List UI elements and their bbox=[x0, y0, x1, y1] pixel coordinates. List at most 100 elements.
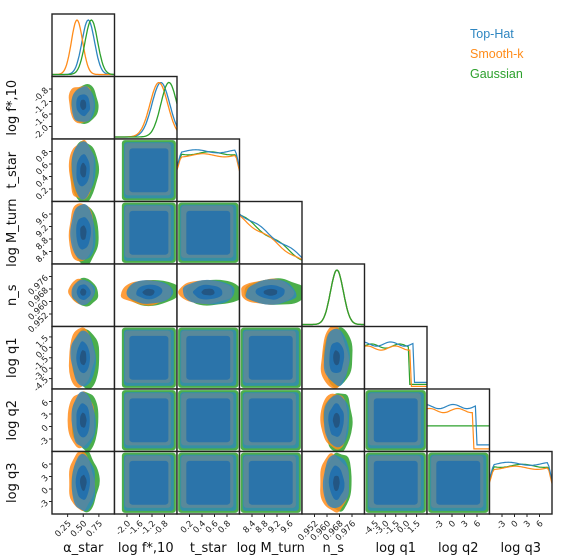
panel-logq1-alpha_star bbox=[51, 325, 116, 390]
y-axis-label-logMturn: log M_turn bbox=[5, 199, 20, 267]
contour-top-hat-core bbox=[201, 288, 215, 296]
panel-logq2-alpha_star bbox=[51, 388, 116, 453]
contour-top-hat-inner bbox=[129, 335, 169, 380]
y-tick-label-logq2: -3 bbox=[38, 436, 51, 449]
panel-logMturn-logf bbox=[113, 200, 178, 265]
x-axis-label-logf: log f*,10 bbox=[118, 541, 174, 556]
y-tick-label-logq2: 0 bbox=[40, 423, 51, 434]
contour-top-hat-core bbox=[80, 99, 87, 111]
panel-ns-logMturn bbox=[238, 263, 303, 328]
y-tick-label-logq3: 3 bbox=[40, 473, 51, 484]
contour-top-hat-inner bbox=[129, 398, 169, 443]
x-tick-label-alpha_star: 0.75 bbox=[84, 519, 104, 539]
contour-top-hat-inner bbox=[129, 460, 169, 505]
y-tick-label-logMturn: 8.4 bbox=[34, 248, 51, 265]
x-tick-label-logq3: 0 bbox=[510, 519, 521, 530]
panel-ns-tstar bbox=[176, 263, 241, 328]
panel-ns-alpha_star bbox=[51, 263, 116, 328]
contour-top-hat-inner bbox=[186, 335, 231, 380]
x-tick-label-logMturn: 9.6 bbox=[279, 519, 296, 536]
contour-top-hat-inner bbox=[248, 398, 293, 443]
x-tick-label-logf: -0.8 bbox=[152, 519, 171, 538]
x-tick-label-logq3: -3 bbox=[495, 519, 508, 532]
panel-logq3-ns bbox=[301, 450, 366, 515]
y-tick-label-logq3: 0 bbox=[40, 486, 51, 497]
legend-entry-top-hat: Top-Hat bbox=[470, 27, 514, 41]
contour-top-hat-inner bbox=[186, 398, 231, 443]
x-axis-label-alpha_star: α_star bbox=[63, 541, 104, 556]
panel-logq3-alpha_star bbox=[51, 450, 116, 515]
contour-top-hat-core bbox=[80, 225, 87, 240]
contour-top-hat-inner bbox=[373, 460, 418, 505]
contour-top-hat-core bbox=[79, 350, 87, 366]
panel-logq1-logMturn bbox=[238, 325, 303, 390]
marginal-line-top-hat bbox=[177, 149, 240, 168]
x-tick-label-logq2: 6 bbox=[472, 519, 483, 530]
contour-top-hat-inner bbox=[186, 460, 231, 505]
contour-top-hat-core bbox=[80, 412, 87, 428]
marginal-line-top-hat bbox=[427, 403, 490, 446]
y-tick-label-logq2: 6 bbox=[40, 398, 51, 409]
contour-top-hat-inner bbox=[373, 398, 418, 443]
marginal-line-gaussian bbox=[52, 19, 115, 76]
panel-logq3-logf bbox=[113, 450, 178, 515]
contour-top-hat-inner bbox=[248, 335, 293, 380]
contour-top-hat-inner bbox=[129, 210, 169, 255]
y-axis-label-logf: log f*,10 bbox=[5, 80, 20, 136]
panel-logq3-logq2 bbox=[426, 450, 491, 515]
x-tick-label-alpha_star: 0.50 bbox=[69, 519, 89, 539]
contour-top-hat-core bbox=[263, 288, 278, 296]
panel-logq2-ns bbox=[301, 388, 366, 453]
x-tick-label-logq2: 0 bbox=[447, 519, 458, 530]
contour-top-hat-core bbox=[333, 475, 340, 492]
panel-logq1-logq1 bbox=[363, 325, 428, 390]
panel-logq3-logq1 bbox=[363, 450, 428, 515]
panel-logq2-logq2 bbox=[426, 388, 491, 453]
contour-top-hat-inner bbox=[248, 460, 293, 505]
marginal-line-smooth-k bbox=[364, 345, 427, 387]
marginal-line-gaussian bbox=[302, 269, 365, 326]
x-axis-label-logq3: log q3 bbox=[501, 541, 541, 556]
panel-logq2-tstar bbox=[176, 388, 241, 453]
panel-logMturn-alpha_star bbox=[51, 200, 116, 265]
panel-logq3-tstar bbox=[176, 450, 241, 515]
y-axis-label-logq1: log q1 bbox=[5, 338, 20, 378]
y-tick-label-tstar: 0.2 bbox=[34, 186, 51, 203]
y-axis-label-logq2: log q2 bbox=[5, 400, 20, 440]
legend-entry-gaussian: Gaussian bbox=[470, 67, 523, 81]
contour-top-hat-inner bbox=[129, 148, 169, 193]
x-tick-label-logq2: 3 bbox=[460, 519, 471, 530]
panel-ns-logf bbox=[113, 263, 178, 328]
x-axis-label-logMturn: log M_turn bbox=[237, 541, 305, 556]
panel-logf-alpha_star bbox=[51, 75, 116, 140]
y-tick-label-logq2: 3 bbox=[40, 411, 51, 422]
x-axis-label-tstar: t_star bbox=[190, 541, 227, 556]
legend-entry-smooth-k: Smooth-k bbox=[470, 47, 524, 61]
contour-top-hat-inner bbox=[436, 460, 481, 505]
panel-logq1-tstar bbox=[176, 325, 241, 390]
x-tick-label-logq3: 6 bbox=[535, 519, 546, 530]
marginal-line-top-hat bbox=[489, 461, 552, 480]
y-axis-label-logq3: log q3 bbox=[5, 463, 20, 503]
marginal-line-gaussian bbox=[114, 81, 177, 138]
panel-logq2-logf bbox=[113, 388, 178, 453]
y-tick-label-logq3: -3 bbox=[38, 498, 51, 511]
panel-tstar-alpha_star bbox=[51, 138, 116, 203]
panel-logq3-logq3 bbox=[488, 450, 553, 515]
y-tick-label-logq3: 6 bbox=[40, 461, 51, 472]
panel-logf-logf bbox=[113, 75, 178, 140]
contour-top-hat-core bbox=[80, 162, 87, 178]
panel-ns-ns bbox=[301, 263, 366, 328]
marginal-line-smooth-k bbox=[52, 19, 115, 76]
marginal-line-smooth-k bbox=[489, 465, 552, 484]
marginal-line-smooth-k bbox=[427, 407, 490, 450]
y-axis-label-tstar: t_star bbox=[5, 151, 20, 188]
panel-logq1-ns bbox=[301, 325, 366, 390]
marginal-line-top-hat bbox=[239, 213, 302, 259]
x-tick-label-logq2: -3 bbox=[433, 519, 446, 532]
marginal-line-smooth-k bbox=[239, 214, 302, 261]
contour-top-hat-inner bbox=[186, 210, 231, 255]
panel-logq1-logf bbox=[113, 325, 178, 390]
marginal-line-top-hat bbox=[364, 341, 427, 383]
